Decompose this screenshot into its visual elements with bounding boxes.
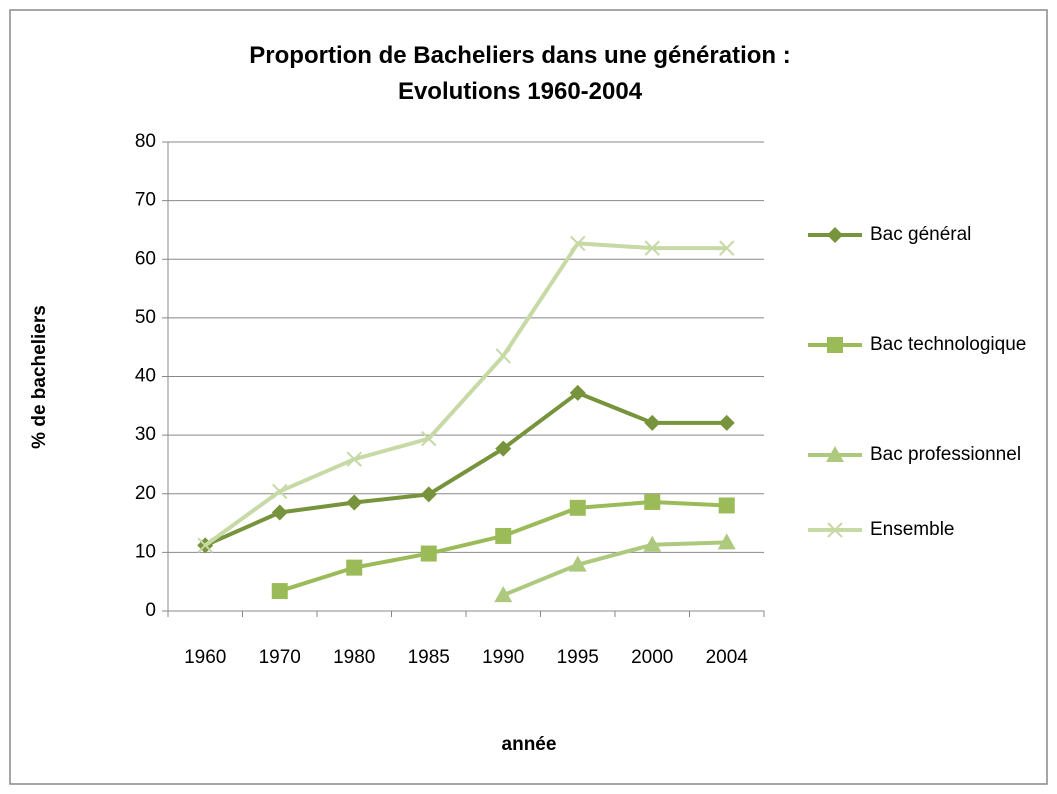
- legend-entry: Bac général: [806, 205, 1030, 265]
- legend-entry: Bac technologique: [806, 315, 1030, 375]
- y-tick-label: 70: [135, 190, 156, 211]
- legend-label: Bac technologique: [870, 334, 1027, 355]
- chart-title: Proportion de Bacheliers dans une généra…: [249, 42, 791, 105]
- marker: [569, 499, 586, 516]
- series-line: [204, 390, 727, 548]
- y-axis-label: % de bacheliers: [29, 305, 50, 449]
- y-tick-label: 50: [135, 307, 156, 328]
- legend-label: Bac professionnel: [870, 444, 1022, 465]
- marker: [827, 227, 843, 243]
- y-tick-label: 60: [135, 248, 156, 269]
- marker: [718, 497, 735, 514]
- legend-label: Ensemble: [870, 519, 955, 540]
- marker: [271, 583, 288, 600]
- x-tick-label: 1995: [557, 647, 599, 668]
- legend-swatch: [808, 522, 862, 538]
- series-line: [204, 241, 727, 547]
- y-tick-label: 20: [135, 483, 156, 504]
- marker: [570, 235, 586, 252]
- marker: [644, 414, 661, 431]
- marker: [346, 451, 362, 467]
- marker: [568, 555, 587, 572]
- marker: [346, 559, 363, 576]
- marker: [495, 527, 512, 544]
- marker: [717, 533, 736, 550]
- y-tick-label: 0: [145, 600, 156, 621]
- marker: [718, 414, 735, 431]
- marker: [421, 430, 437, 447]
- x-tick-label: 2004: [706, 647, 749, 668]
- marker: [346, 494, 363, 511]
- marker: [643, 535, 662, 552]
- series-line: [502, 540, 727, 598]
- legend-entry: Bac professionnel: [806, 425, 1030, 485]
- y-tick-label: 10: [135, 541, 156, 562]
- legend-swatch: [808, 227, 862, 243]
- legend-swatch: [808, 446, 862, 462]
- marker: [420, 545, 437, 562]
- x-tick-label: 1960: [184, 647, 226, 668]
- marker: [827, 522, 843, 538]
- y-tick-label: 40: [135, 366, 156, 387]
- marker: [495, 440, 512, 457]
- marker: [644, 240, 660, 256]
- marker: [272, 483, 288, 500]
- x-tick-label: 1980: [333, 647, 375, 668]
- marker: [644, 493, 661, 510]
- x-tick-label: 1970: [259, 647, 301, 668]
- marker: [495, 348, 511, 364]
- marker: [494, 586, 513, 603]
- legend-label: Bac général: [870, 224, 972, 245]
- x-tick-label: 2000: [631, 647, 673, 668]
- x-tick-label: 1990: [482, 647, 524, 668]
- legend-entry: Ensemble: [806, 500, 1030, 560]
- marker: [826, 446, 844, 462]
- y-tick-label: 30: [135, 424, 156, 445]
- x-tick-label: 1985: [408, 647, 450, 668]
- marker: [420, 486, 437, 503]
- legend-swatch: [808, 337, 862, 353]
- marker: [827, 337, 843, 353]
- x-axis-label: année: [502, 734, 557, 755]
- marker: [271, 504, 288, 521]
- chart-border: [9, 9, 1048, 785]
- y-tick-label: 80: [135, 131, 156, 152]
- marker: [197, 537, 213, 554]
- marker: [719, 240, 735, 256]
- marker: [569, 384, 586, 401]
